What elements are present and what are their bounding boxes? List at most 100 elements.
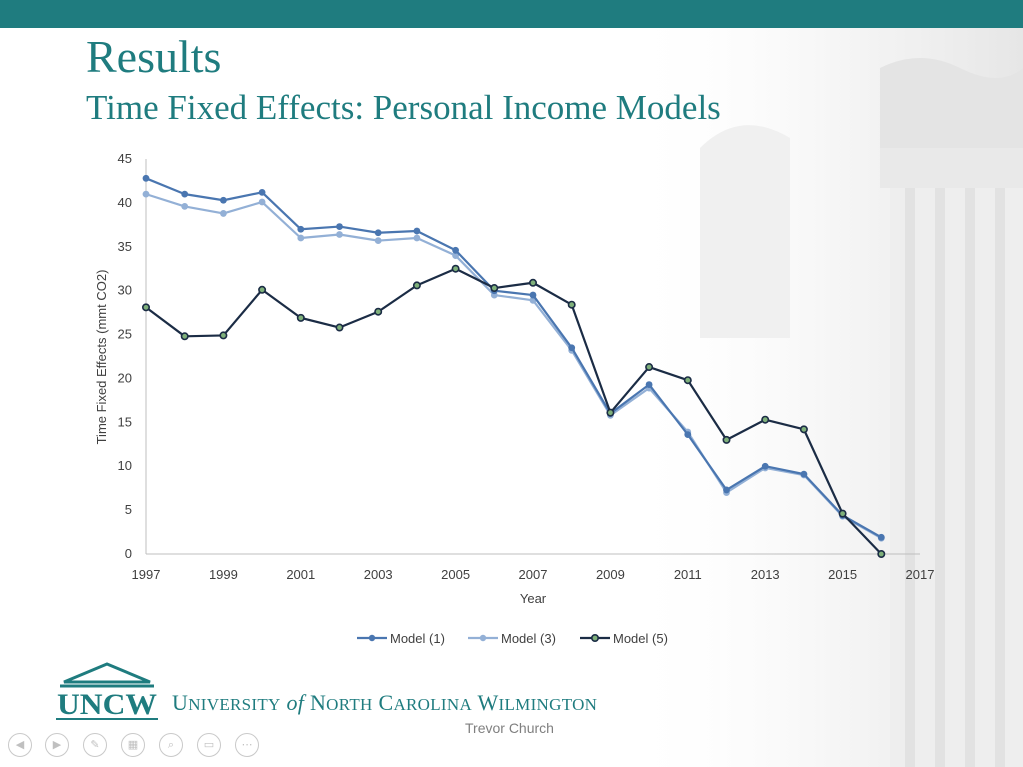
data-point bbox=[412, 281, 421, 290]
legend-item: Model (1) bbox=[357, 631, 445, 646]
data-point bbox=[297, 225, 305, 233]
series-model-3 bbox=[142, 190, 885, 542]
prev-icon[interactable]: ◀ bbox=[8, 733, 32, 757]
logo-text: UNCW bbox=[57, 688, 157, 721]
data-point bbox=[452, 246, 459, 254]
data-point bbox=[684, 431, 692, 439]
data-point bbox=[374, 229, 382, 237]
series-line bbox=[145, 193, 882, 540]
author-name: Trevor Church bbox=[465, 720, 554, 736]
data-point bbox=[258, 285, 267, 294]
slide-title: Results bbox=[86, 31, 222, 82]
series-layer bbox=[142, 174, 886, 558]
y-tick-label: 0 bbox=[125, 546, 132, 561]
legend-label: Model (5) bbox=[613, 631, 668, 646]
data-point bbox=[723, 486, 730, 494]
data-point bbox=[800, 470, 808, 478]
legend-swatch-marker bbox=[368, 634, 376, 642]
slides-icon[interactable]: ▦ bbox=[121, 733, 145, 757]
data-point bbox=[336, 223, 343, 230]
data-point bbox=[296, 313, 305, 322]
x-tick-label: 2013 bbox=[751, 567, 780, 582]
top-banner bbox=[0, 0, 1023, 28]
series-model-5 bbox=[142, 264, 886, 558]
uncw-logo: UNCW bbox=[56, 662, 158, 721]
legend-swatch-marker bbox=[479, 634, 487, 642]
y-tick-label: 40 bbox=[118, 195, 132, 210]
data-point bbox=[452, 252, 459, 259]
data-point bbox=[297, 234, 305, 242]
data-point bbox=[220, 210, 227, 217]
data-point bbox=[528, 278, 537, 287]
data-point bbox=[413, 234, 421, 242]
logo-roof-shape bbox=[63, 662, 151, 684]
data-point bbox=[490, 284, 499, 293]
x-tick-label: 2005 bbox=[441, 567, 470, 582]
y-tick-label: 30 bbox=[118, 283, 132, 298]
data-point bbox=[645, 381, 653, 388]
x-tick-label: 2007 bbox=[519, 567, 548, 582]
data-point bbox=[258, 188, 266, 196]
data-point bbox=[722, 435, 731, 444]
series-model-1 bbox=[142, 174, 885, 541]
data-point bbox=[258, 198, 266, 206]
data-point bbox=[683, 376, 692, 385]
legend-item: Model (5) bbox=[580, 631, 668, 646]
x-tick-label: 2003 bbox=[364, 567, 393, 582]
y-tick-label: 45 bbox=[118, 151, 132, 166]
series-line bbox=[145, 267, 883, 555]
data-point bbox=[335, 323, 344, 332]
y-tick-label: 15 bbox=[118, 414, 132, 429]
x-tick-label: 2015 bbox=[828, 567, 857, 582]
x-tick-label: 2001 bbox=[286, 567, 315, 582]
legend-item: Model (3) bbox=[468, 631, 556, 646]
x-tick-labels: 1997 1999 2001 2003 2005 2007 2009 2011 2013 2015… bbox=[132, 567, 935, 582]
legend: Model (1) Model (3) Model (5) bbox=[357, 631, 668, 646]
data-point bbox=[567, 300, 576, 309]
pen-icon[interactable]: ✎ bbox=[83, 733, 107, 757]
x-tick-label: 2009 bbox=[596, 567, 625, 582]
y-tick-label: 10 bbox=[118, 458, 132, 473]
subtitles-icon[interactable]: ▭ bbox=[197, 733, 221, 757]
data-point bbox=[336, 231, 343, 238]
legend-swatch-marker bbox=[590, 633, 599, 642]
data-point bbox=[220, 196, 227, 204]
data-point bbox=[606, 408, 615, 417]
x-axis-label: Year bbox=[520, 591, 547, 606]
y-tick-labels: 0 5 10 15 20 25 30 35 40 45 bbox=[118, 151, 132, 561]
next-icon[interactable]: ▶ bbox=[45, 733, 69, 757]
data-point bbox=[799, 425, 808, 434]
series-line bbox=[145, 177, 882, 539]
data-point bbox=[142, 174, 150, 182]
zoom-icon[interactable]: ⌕ bbox=[159, 733, 183, 757]
data-point bbox=[568, 344, 576, 352]
data-point bbox=[181, 203, 189, 210]
data-point bbox=[180, 332, 189, 341]
data-point bbox=[877, 533, 885, 541]
university-name: UNIVERSITY of NORTH CAROLINA WILMINGTON bbox=[172, 690, 598, 715]
y-tick-label: 25 bbox=[118, 327, 132, 342]
more-icon[interactable]: ⋯ bbox=[235, 733, 259, 757]
data-point bbox=[838, 509, 847, 518]
y-tick-label: 35 bbox=[118, 239, 132, 254]
y-tick-label: 5 bbox=[125, 502, 132, 517]
x-tick-label: 1999 bbox=[209, 567, 238, 582]
legend-label: Model (1) bbox=[390, 631, 445, 646]
x-tick-label: 2011 bbox=[674, 567, 702, 582]
data-point bbox=[219, 331, 228, 340]
slide-subtitle: Time Fixed Effects: Personal Income Mode… bbox=[86, 88, 721, 127]
data-point bbox=[645, 363, 654, 372]
legend-label: Model (3) bbox=[501, 631, 556, 646]
y-tick-label: 20 bbox=[118, 370, 132, 385]
x-tick-label: 2017 bbox=[906, 567, 935, 582]
data-point bbox=[181, 190, 189, 198]
data-point bbox=[374, 237, 382, 245]
data-point bbox=[413, 227, 421, 235]
data-point bbox=[451, 264, 460, 273]
column-background-image bbox=[620, 28, 1023, 767]
data-point bbox=[761, 415, 770, 424]
data-point bbox=[142, 303, 151, 312]
data-point bbox=[142, 190, 150, 198]
data-point bbox=[529, 291, 537, 299]
